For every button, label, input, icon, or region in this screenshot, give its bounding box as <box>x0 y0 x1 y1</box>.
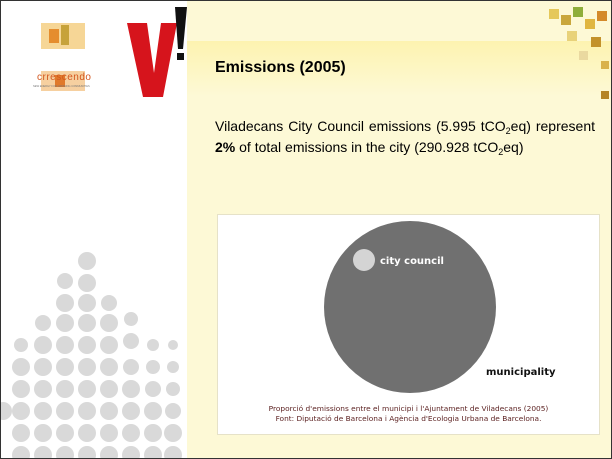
v-logo <box>127 7 187 97</box>
logo-tagline: NEW ENERGY FOR GROWING COMMUNITIES <box>33 85 90 88</box>
body-text: Viladecans City Council emissions (5.995… <box>215 118 506 134</box>
slide-title: Emissions (2005) <box>215 59 346 77</box>
logo-name: crrescendo <box>37 72 91 83</box>
bubble-figure: city council municipality <box>218 215 599 434</box>
body-text: eq) <box>503 139 523 155</box>
city-council-circle <box>353 249 375 271</box>
municipality-circle <box>324 221 496 393</box>
figure: city council municipality Proporció d'em… <box>217 214 600 435</box>
dot-pattern <box>1 252 182 459</box>
body-text: eq) represent <box>511 118 595 134</box>
body-emphasis: 2% <box>215 139 235 155</box>
corner-mosaic <box>549 7 609 99</box>
figure-label: municipality <box>486 367 556 378</box>
figure-source: Font: Diputació de Barcelona i Agència d… <box>218 414 599 423</box>
slide: crrescendo NEW ENERGY FOR GROWING COMMUN… <box>0 0 612 459</box>
logo: crrescendo NEW ENERGY FOR GROWING COMMUN… <box>15 19 111 101</box>
figure-label: city council <box>380 256 444 267</box>
slide-body: Viladecans City Council emissions (5.995… <box>215 116 595 158</box>
figure-caption: Proporció d'emissions entre el municipi … <box>218 404 599 413</box>
body-text: of total emissions in the city (290.928 … <box>235 139 498 155</box>
